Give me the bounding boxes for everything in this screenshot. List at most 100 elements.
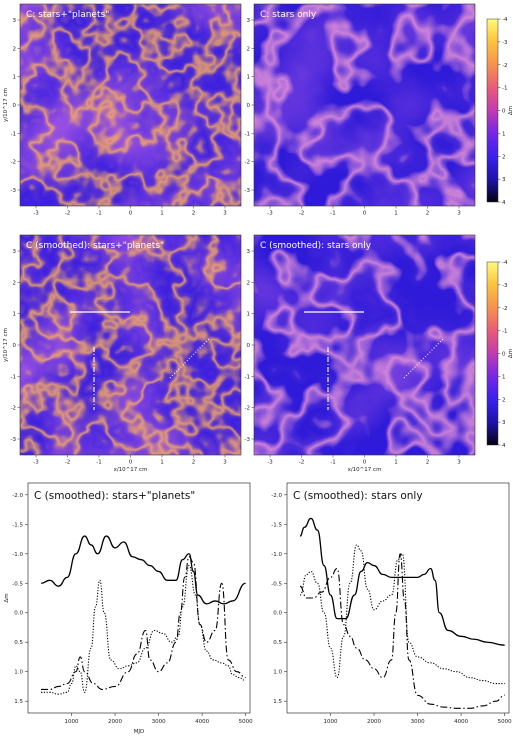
- colorbar-tick-label: -4: [502, 17, 508, 23]
- light-curve-panel-1: C (smoothed): stars+"planets" 1000 2000 300…: [4, 482, 253, 735]
- map-caustics: [254, 4, 475, 206]
- y-tick-label: -2: [245, 160, 250, 166]
- x-tick-label: 3: [223, 460, 227, 466]
- series-solid: [41, 535, 246, 605]
- x-tick-label: 1: [394, 460, 398, 466]
- colorbar-tick-label: -2: [502, 306, 507, 312]
- x-tick-label: 3: [457, 211, 461, 217]
- colorbar-tick-label: -4: [502, 260, 508, 266]
- series-dashdot: [299, 553, 505, 709]
- map-title: C: stars only: [260, 10, 317, 20]
- map-caustics: [254, 235, 475, 455]
- y-tick-label: -2.0: [271, 493, 282, 499]
- colorbar-tick-label: 1: [502, 131, 506, 137]
- y-tick-label: 1.5: [273, 699, 282, 705]
- colorbar-tick-label: 0: [502, 352, 506, 358]
- x-tick-label: -2: [65, 460, 70, 466]
- track-dotted: [403, 337, 445, 379]
- y-tick-label: 1: [247, 75, 251, 81]
- x-tick-label: 4000: [454, 719, 468, 725]
- y-tick-label: -2.0: [12, 493, 23, 499]
- x-tick-label: 2000: [367, 719, 381, 725]
- series-dotted: [41, 565, 246, 695]
- y-tick-label: 0: [247, 343, 251, 349]
- colorbar-tick-label: -1: [502, 86, 507, 92]
- x-tick-label: -3: [267, 460, 273, 466]
- x-tick-label: 2: [192, 460, 196, 466]
- map-panel-C: C (smoothed): stars+"planets" -3 -2 -1 0 1 2 3 3…: [3, 234, 242, 473]
- colorbar-tick-label: 0: [502, 109, 506, 115]
- y-tick-label: -3: [245, 188, 251, 194]
- x-tick-label: 2000: [108, 719, 122, 725]
- y-tick-label: 3: [247, 18, 251, 24]
- x-tick-label: 0: [129, 460, 133, 466]
- colorbar-label: Δm: [508, 349, 514, 358]
- colorbar-tick-label: 3: [502, 177, 506, 183]
- y-tick-label: -3: [11, 188, 17, 194]
- colorbar-tick-label: -2: [502, 63, 507, 69]
- colorbar-tick-label: 2: [502, 154, 506, 160]
- y-tick-label: 0: [13, 343, 17, 349]
- series-dashdot: [41, 556, 246, 690]
- x-tick-label: -2: [65, 211, 70, 217]
- y-tick-label: -1.0: [271, 552, 282, 558]
- y-tick-label: -1: [11, 131, 16, 137]
- x-tick-label: -1: [96, 460, 101, 466]
- colorbar-1: -4 -3 -2 -1 0 1 2 3 4 Δm: [486, 17, 514, 206]
- x-tick-label: 3000: [411, 719, 425, 725]
- x-tick-label: -3: [33, 460, 39, 466]
- y-tick-label: -1.5: [271, 522, 282, 528]
- x-tick-label: 1000: [324, 719, 338, 725]
- y-tick-label: -2: [11, 160, 16, 166]
- x-tick-label: 2: [426, 211, 430, 217]
- x-tick-label: -3: [33, 211, 39, 217]
- x-tick-label: 5000: [239, 719, 253, 725]
- y-tick-label: 1.0: [14, 670, 23, 676]
- map-panel-D: C (smoothed): stars only -3 -2 -1 0 1 2 3 3 2 1 0 -1…: [245, 234, 476, 473]
- x-tick-label: -1: [330, 460, 335, 466]
- magnification-maps: C: stars+"planets" -3 -2 -1 0 1 2 3 3 2 1 0 -1 -2 -3 y/…: [3, 3, 476, 473]
- map-xlabel: x/10^17 cm: [114, 467, 148, 473]
- x-tick-label: -1: [330, 211, 335, 217]
- y-tick-label: -1: [11, 374, 16, 380]
- y-tick-label: -1: [245, 374, 250, 380]
- colorbar-gradient: [486, 18, 499, 203]
- colorbar-2: -4 -3 -2 -1 0 1 2 3 4 Δm: [486, 260, 514, 449]
- x-tick-label: 3: [223, 211, 227, 217]
- chart-title: C (smoothed): stars only: [293, 490, 423, 502]
- x-tick-label: 5000: [498, 719, 512, 725]
- y-tick-label: -3: [245, 437, 251, 443]
- map-ylabel: y/10^17 cm: [3, 328, 9, 362]
- map-title: C (smoothed): stars only: [260, 241, 372, 251]
- x-tick-label: 1: [160, 211, 164, 217]
- x-tick-label: -3: [267, 211, 273, 217]
- y-axis-label: Δm: [4, 593, 10, 602]
- y-tick-label: 0: [13, 103, 17, 109]
- track-dotted: [169, 337, 211, 379]
- x-tick-label: 0: [363, 211, 367, 217]
- y-tick-label: 2: [247, 280, 251, 286]
- x-tick-label: 4000: [195, 719, 209, 725]
- x-tick-label: 1: [394, 211, 398, 217]
- x-tick-label: -1: [96, 211, 101, 217]
- y-tick-label: 0.0: [14, 611, 23, 617]
- light-curves: C (smoothed): stars+"planets" 1000 2000 300…: [4, 482, 512, 735]
- y-tick-label: 1: [13, 75, 17, 81]
- series-solid: [299, 517, 505, 646]
- x-tick-label: 3000: [152, 719, 166, 725]
- map-caustics: [20, 4, 241, 206]
- x-tick-label: -2: [299, 460, 304, 466]
- y-tick-label: 0.5: [273, 640, 282, 646]
- map-caustics: [20, 235, 241, 455]
- y-tick-label: -1: [245, 131, 250, 137]
- x-tick-label: 2: [192, 211, 196, 217]
- colorbar-label: Δm: [508, 106, 514, 115]
- y-tick-label: 3: [247, 249, 251, 255]
- y-tick-label: -0.5: [12, 581, 23, 587]
- y-tick-label: 2: [13, 280, 17, 286]
- colorbar-tick-label: 3: [502, 420, 506, 426]
- y-tick-label: -1.0: [12, 552, 23, 558]
- x-tick-label: 0: [363, 460, 367, 466]
- map-panel-A: C: stars+"planets" -3 -2 -1 0 1 2 3 3 2 1 0 -1 -2 -3 y/…: [3, 3, 242, 217]
- y-tick-label: 0.0: [273, 611, 282, 617]
